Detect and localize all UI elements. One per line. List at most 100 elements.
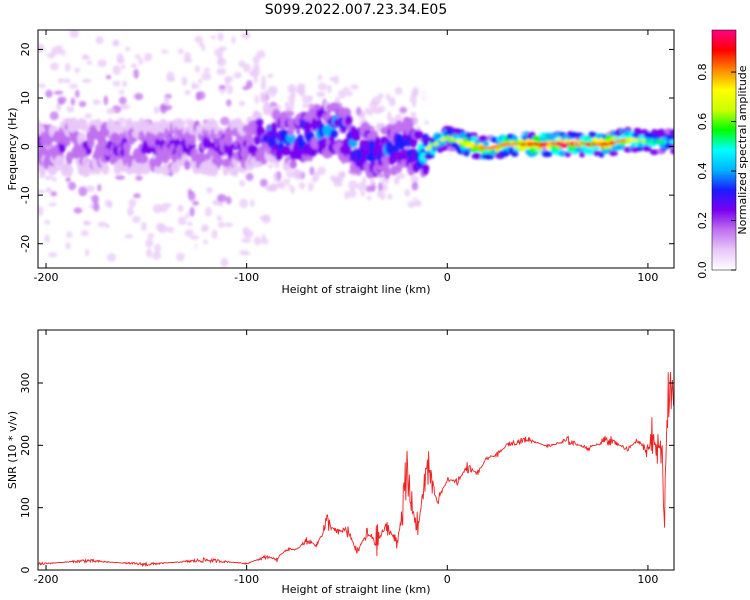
heatmap-cell: [181, 76, 188, 86]
heatmap-cell: [386, 93, 391, 101]
heatmap-cell: [211, 229, 218, 240]
heatmap-cell: [91, 194, 99, 205]
heatmap-cell: [642, 145, 652, 152]
spectrogram-y-label: Frequency (Hz): [6, 108, 19, 191]
heatmap-cell: [171, 36, 177, 43]
heatmap-cell: [380, 200, 388, 208]
heatmap-cell: [220, 257, 229, 268]
colorbar: 0.0 0.2 0.4 0.6 0.8 Normalized spectral ampl…: [696, 29, 749, 279]
heatmap-cell: [185, 212, 190, 219]
heatmap-cell: [203, 67, 210, 73]
heatmap-cell: [217, 221, 225, 228]
heatmap-cell: [242, 246, 252, 252]
heatmap-cell: [413, 130, 424, 140]
heatmap-cell: [50, 191, 58, 197]
heatmap-cell: [116, 57, 125, 65]
heatmap-cell: [578, 151, 586, 158]
colorbar-label: Normalized spectral amplitude: [736, 65, 749, 234]
heatmap-cell: [38, 206, 44, 217]
heatmap-cell: [669, 129, 674, 136]
heatmap-cell: [133, 193, 141, 199]
heatmap-cell: [337, 171, 345, 182]
spectrogram-x-axis: -200 -100 0 100: [34, 30, 658, 284]
heatmap-cell: [334, 97, 341, 104]
heatmap-cell: [238, 100, 246, 107]
heatmap-cell: [478, 135, 489, 142]
heatmap-cell: [139, 49, 146, 59]
heatmap-cell: [243, 63, 251, 73]
heatmap-cell: [253, 236, 262, 246]
heatmap-cell: [409, 93, 417, 104]
heatmap-cell: [152, 203, 163, 214]
heatmap-cell: [49, 111, 59, 121]
heatmap-cell: [65, 176, 71, 183]
heatmap-cell: [670, 148, 674, 155]
heatmap-cell: [83, 220, 92, 226]
heatmap-cell: [184, 160, 191, 170]
heatmap-cell: [224, 222, 234, 228]
heatmap-cell: [124, 234, 133, 239]
heatmap-cell: [263, 102, 271, 116]
heatmap-cell: [388, 99, 396, 107]
heatmap-cell: [191, 83, 201, 89]
heatmap-cell: [372, 108, 379, 114]
heatmap-cell: [203, 239, 208, 245]
heatmap-cell: [378, 173, 385, 178]
heatmap-cell: [387, 199, 393, 209]
heatmap-cell: [51, 46, 61, 56]
heatmap-cell: [68, 83, 79, 89]
heatmap-cell: [163, 104, 173, 111]
heatmap-cell: [154, 243, 162, 254]
y-tick-label: -20: [19, 235, 32, 253]
heatmap-cell: [134, 92, 144, 101]
heatmap-cell: [105, 74, 112, 80]
heatmap-cell: [177, 216, 187, 226]
heatmap-cell: [245, 172, 254, 181]
heatmap-cell: [191, 245, 201, 254]
heatmap-cell: [296, 83, 306, 90]
heatmap-cell: [164, 202, 172, 208]
heatmap-cell: [217, 54, 223, 65]
heatmap-cell: [421, 164, 430, 173]
heatmap-cell: [344, 115, 353, 126]
snr-frame: [37, 329, 675, 571]
heatmap-cell: [85, 185, 96, 192]
heatmap-cell: [52, 177, 57, 182]
heatmap-cell: [265, 88, 273, 94]
heatmap-cell: [194, 35, 204, 44]
heatmap-cell: [404, 189, 411, 197]
heatmap-cell: [156, 54, 163, 61]
x-tick-label: 100: [637, 271, 658, 284]
heatmap-cell: [288, 100, 295, 110]
heatmap-cell: [254, 94, 259, 105]
heatmap-cell: [188, 132, 197, 146]
heatmap-cell: [184, 229, 194, 238]
heatmap-cell: [97, 184, 102, 192]
heatmap-cell: [277, 82, 288, 89]
heatmap-cell: [330, 129, 339, 138]
heatmap-cell: [70, 97, 76, 106]
heatmap-cell: [333, 118, 340, 128]
heatmap-cell: [216, 67, 227, 75]
heatmap-cell: [649, 149, 659, 156]
heatmap-cell: [161, 164, 171, 176]
heatmap-cell: [329, 102, 339, 112]
heatmap-cell: [140, 221, 147, 232]
heatmap-cell: [243, 250, 251, 256]
heatmap-cell: [122, 80, 128, 88]
heatmap-cell: [259, 178, 268, 187]
heatmap-cell: [95, 118, 102, 130]
heatmap-cell: [350, 84, 360, 90]
x-tick-label: -100: [234, 573, 259, 586]
heatmap-cell: [78, 186, 88, 197]
heatmap-cell: [38, 43, 45, 53]
heatmap-cell: [407, 201, 415, 208]
heatmap-cell: [208, 46, 214, 52]
heatmap-cell: [91, 247, 96, 253]
heatmap-cell: [95, 36, 104, 45]
heatmap-cell: [64, 78, 71, 84]
heatmap-cell: [118, 96, 127, 105]
heatmap-cell: [400, 197, 407, 207]
heatmap-cell: [344, 190, 350, 200]
